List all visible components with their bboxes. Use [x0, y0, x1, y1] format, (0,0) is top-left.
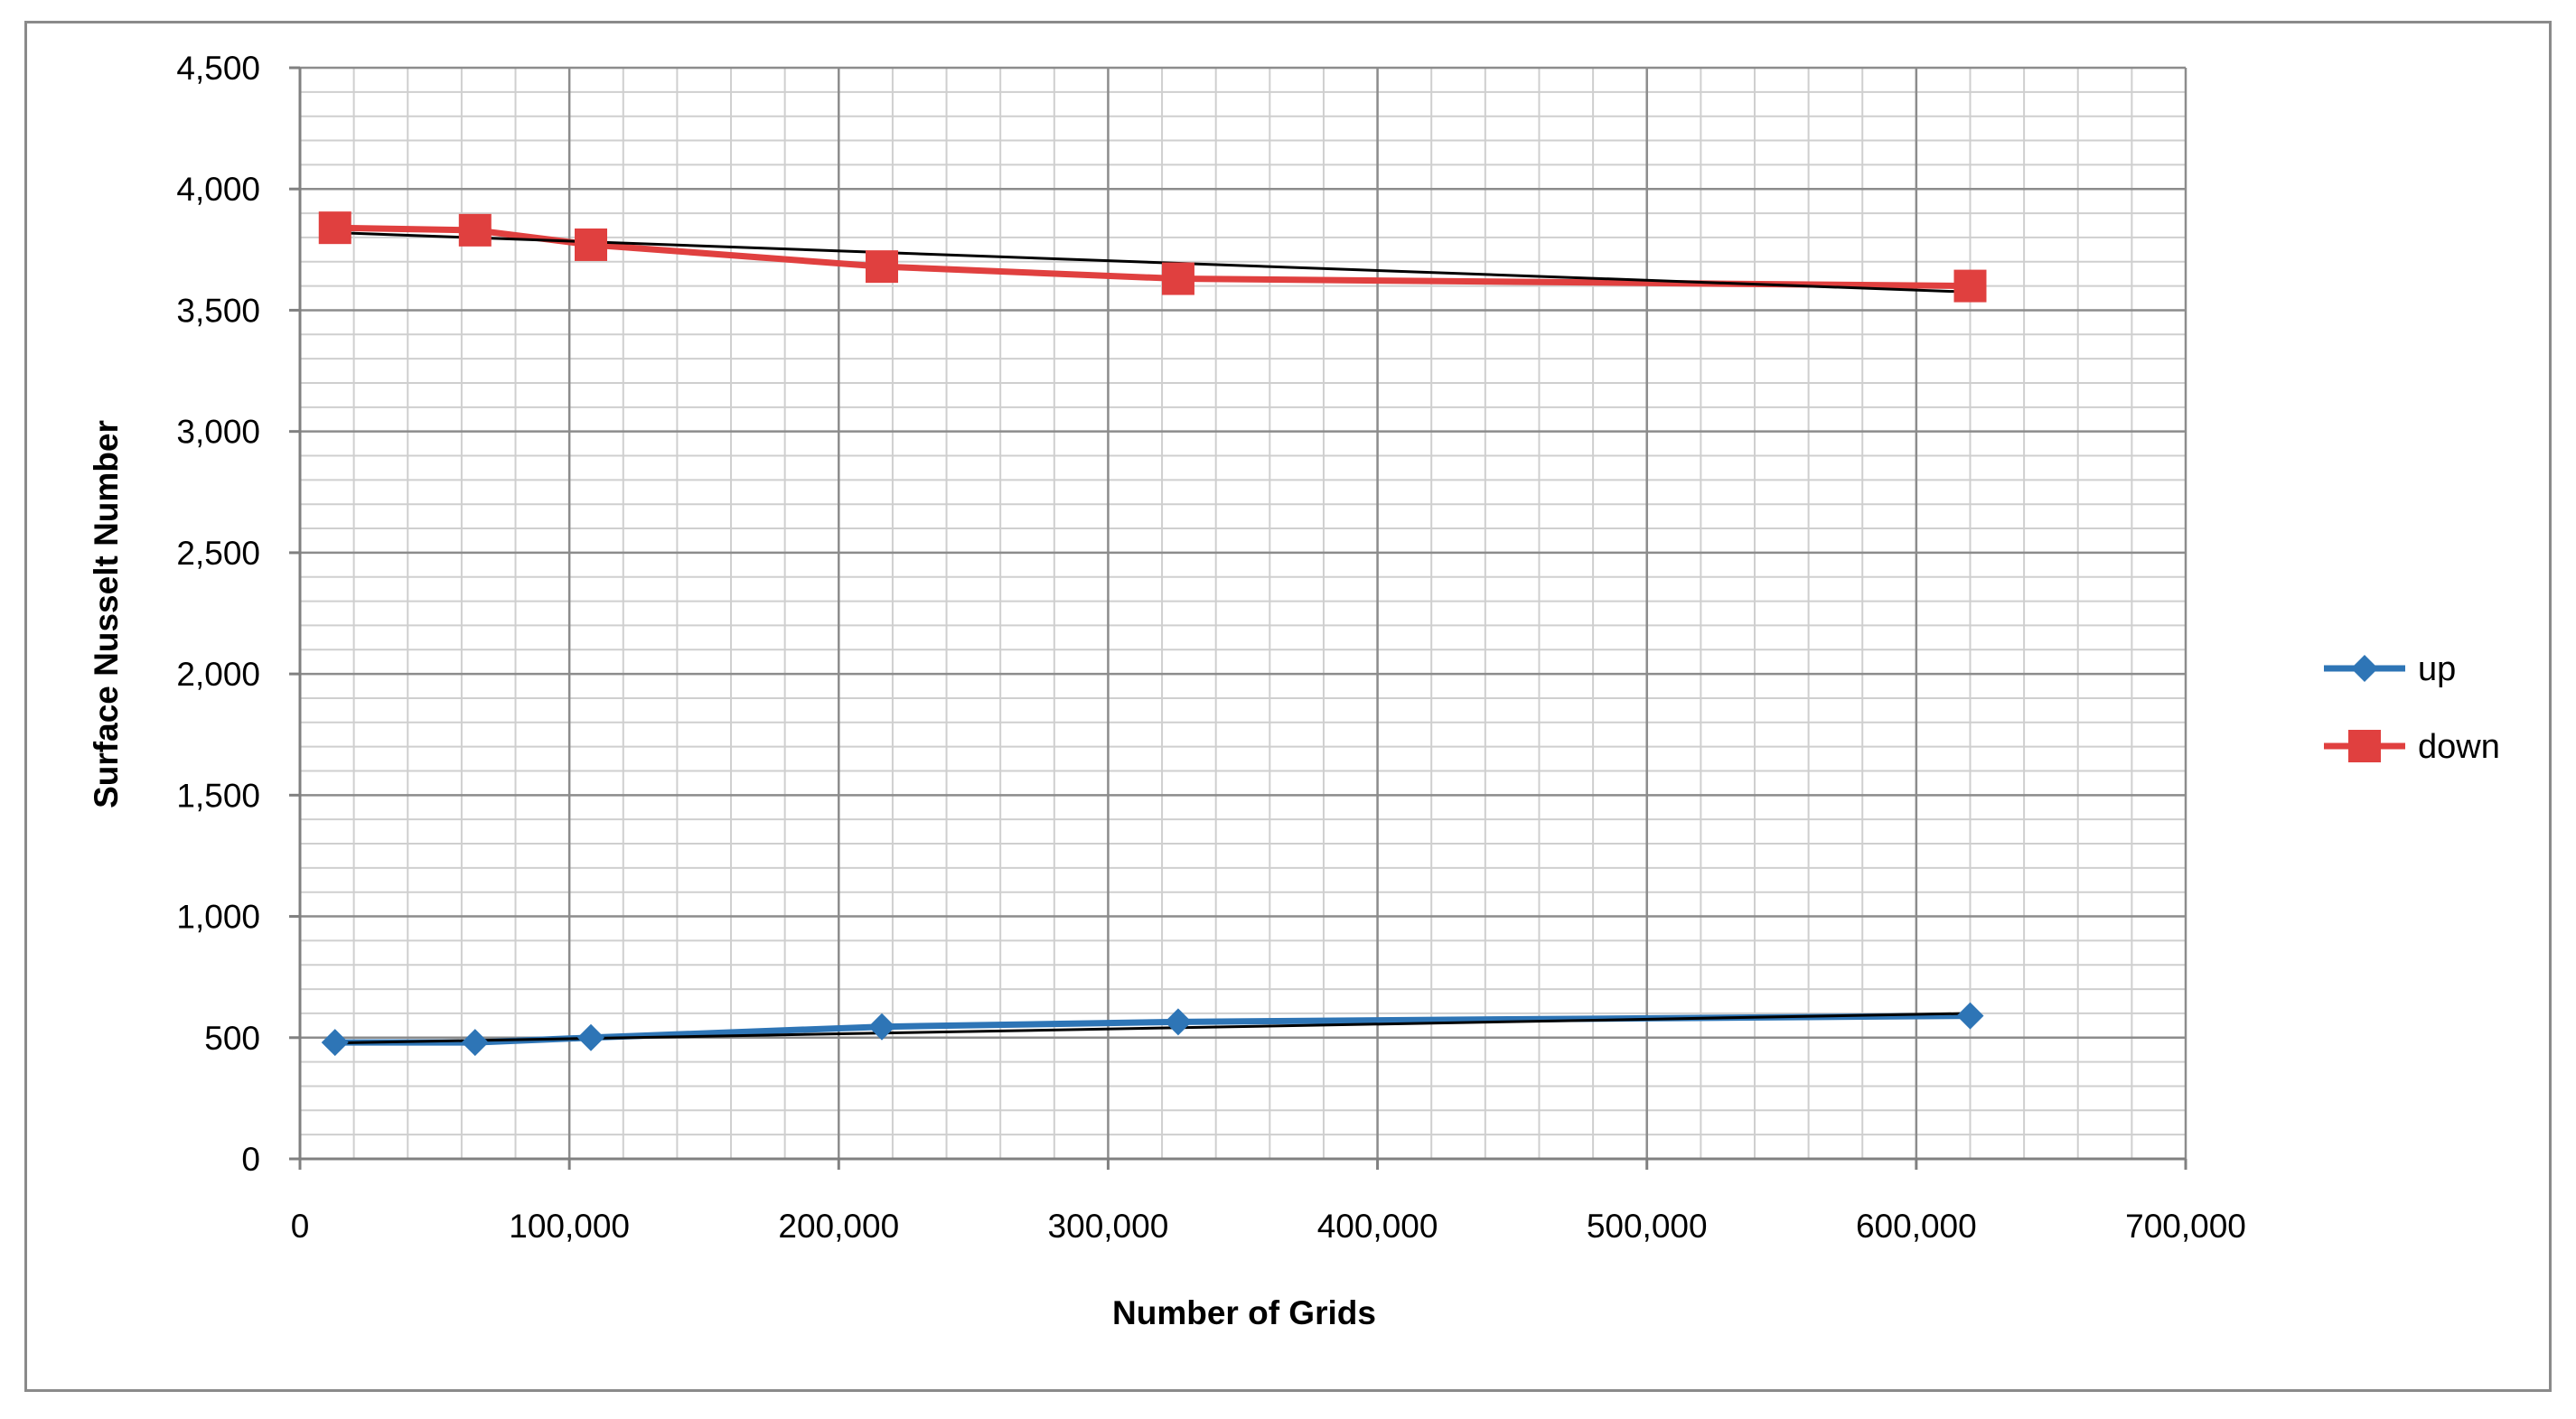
trendline-layer — [334, 231, 1971, 1045]
y-tick-label: 0 — [241, 1141, 260, 1178]
legend: up down — [2324, 650, 2500, 766]
x-tick-label: 0 — [291, 1208, 310, 1245]
y-tick-label: 1,500 — [176, 777, 260, 814]
data-point-up — [321, 1029, 349, 1057]
x-tick-label: 500,000 — [1587, 1208, 1708, 1245]
y-tick-label: 3,000 — [176, 414, 260, 451]
legend-marker-up — [2351, 655, 2378, 682]
y-tick-label: 1,000 — [176, 899, 260, 936]
legend-item-up: up — [2324, 650, 2456, 688]
x-axis-ticks: 0 100,000 200,000 300,000 400,000 500,000 600,… — [291, 1159, 2246, 1245]
data-point-up — [1956, 1002, 1984, 1030]
legend-item-down: down — [2324, 728, 2500, 766]
x-tick-label: 300,000 — [1048, 1208, 1169, 1245]
x-tick-label: 700,000 — [2125, 1208, 2246, 1245]
chart-frame — [24, 21, 2552, 1392]
trendline-down — [334, 231, 1971, 294]
x-tick-label: 200,000 — [778, 1208, 899, 1245]
data-point-down — [574, 228, 607, 261]
series-layer — [334, 224, 1971, 1046]
data-point-up — [461, 1029, 489, 1057]
legend-label-up: up — [2418, 650, 2456, 688]
data-point-down — [1953, 269, 1987, 303]
data-point-down — [1161, 262, 1194, 295]
y-tick-label: 4,000 — [176, 171, 260, 208]
series-line-down — [334, 224, 1971, 290]
y-tick-label: 500 — [204, 1020, 260, 1057]
x-axis-title: Number of Grids — [1112, 1294, 1376, 1331]
legend-marker-down — [2348, 730, 2381, 762]
axes — [298, 68, 2186, 1161]
data-point-up — [867, 1013, 895, 1041]
marker-layer — [318, 211, 1987, 1057]
data-point-down — [458, 213, 492, 247]
y-tick-label: 3,500 — [176, 292, 260, 329]
data-point-up — [576, 1023, 604, 1051]
x-tick-label: 600,000 — [1856, 1208, 1977, 1245]
trendline-up — [334, 1012, 1971, 1045]
data-point-up — [1164, 1008, 1192, 1036]
y-tick-label: 2,500 — [176, 535, 260, 572]
x-tick-label: 100,000 — [509, 1208, 630, 1245]
y-axis-title: Surface Nusselt Number — [88, 420, 125, 808]
data-point-down — [865, 250, 898, 284]
y-tick-label: 2,000 — [176, 656, 260, 693]
data-point-down — [318, 211, 351, 245]
series-line-up — [334, 1013, 1971, 1046]
x-tick-label: 400,000 — [1317, 1208, 1438, 1245]
y-tick-label: 4,500 — [176, 50, 260, 87]
y-axis-ticks: 0 500 1,000 1,500 2,000 2,500 3,000 3,500 4,000 4… — [176, 50, 300, 1178]
legend-label-down: down — [2418, 728, 2500, 766]
